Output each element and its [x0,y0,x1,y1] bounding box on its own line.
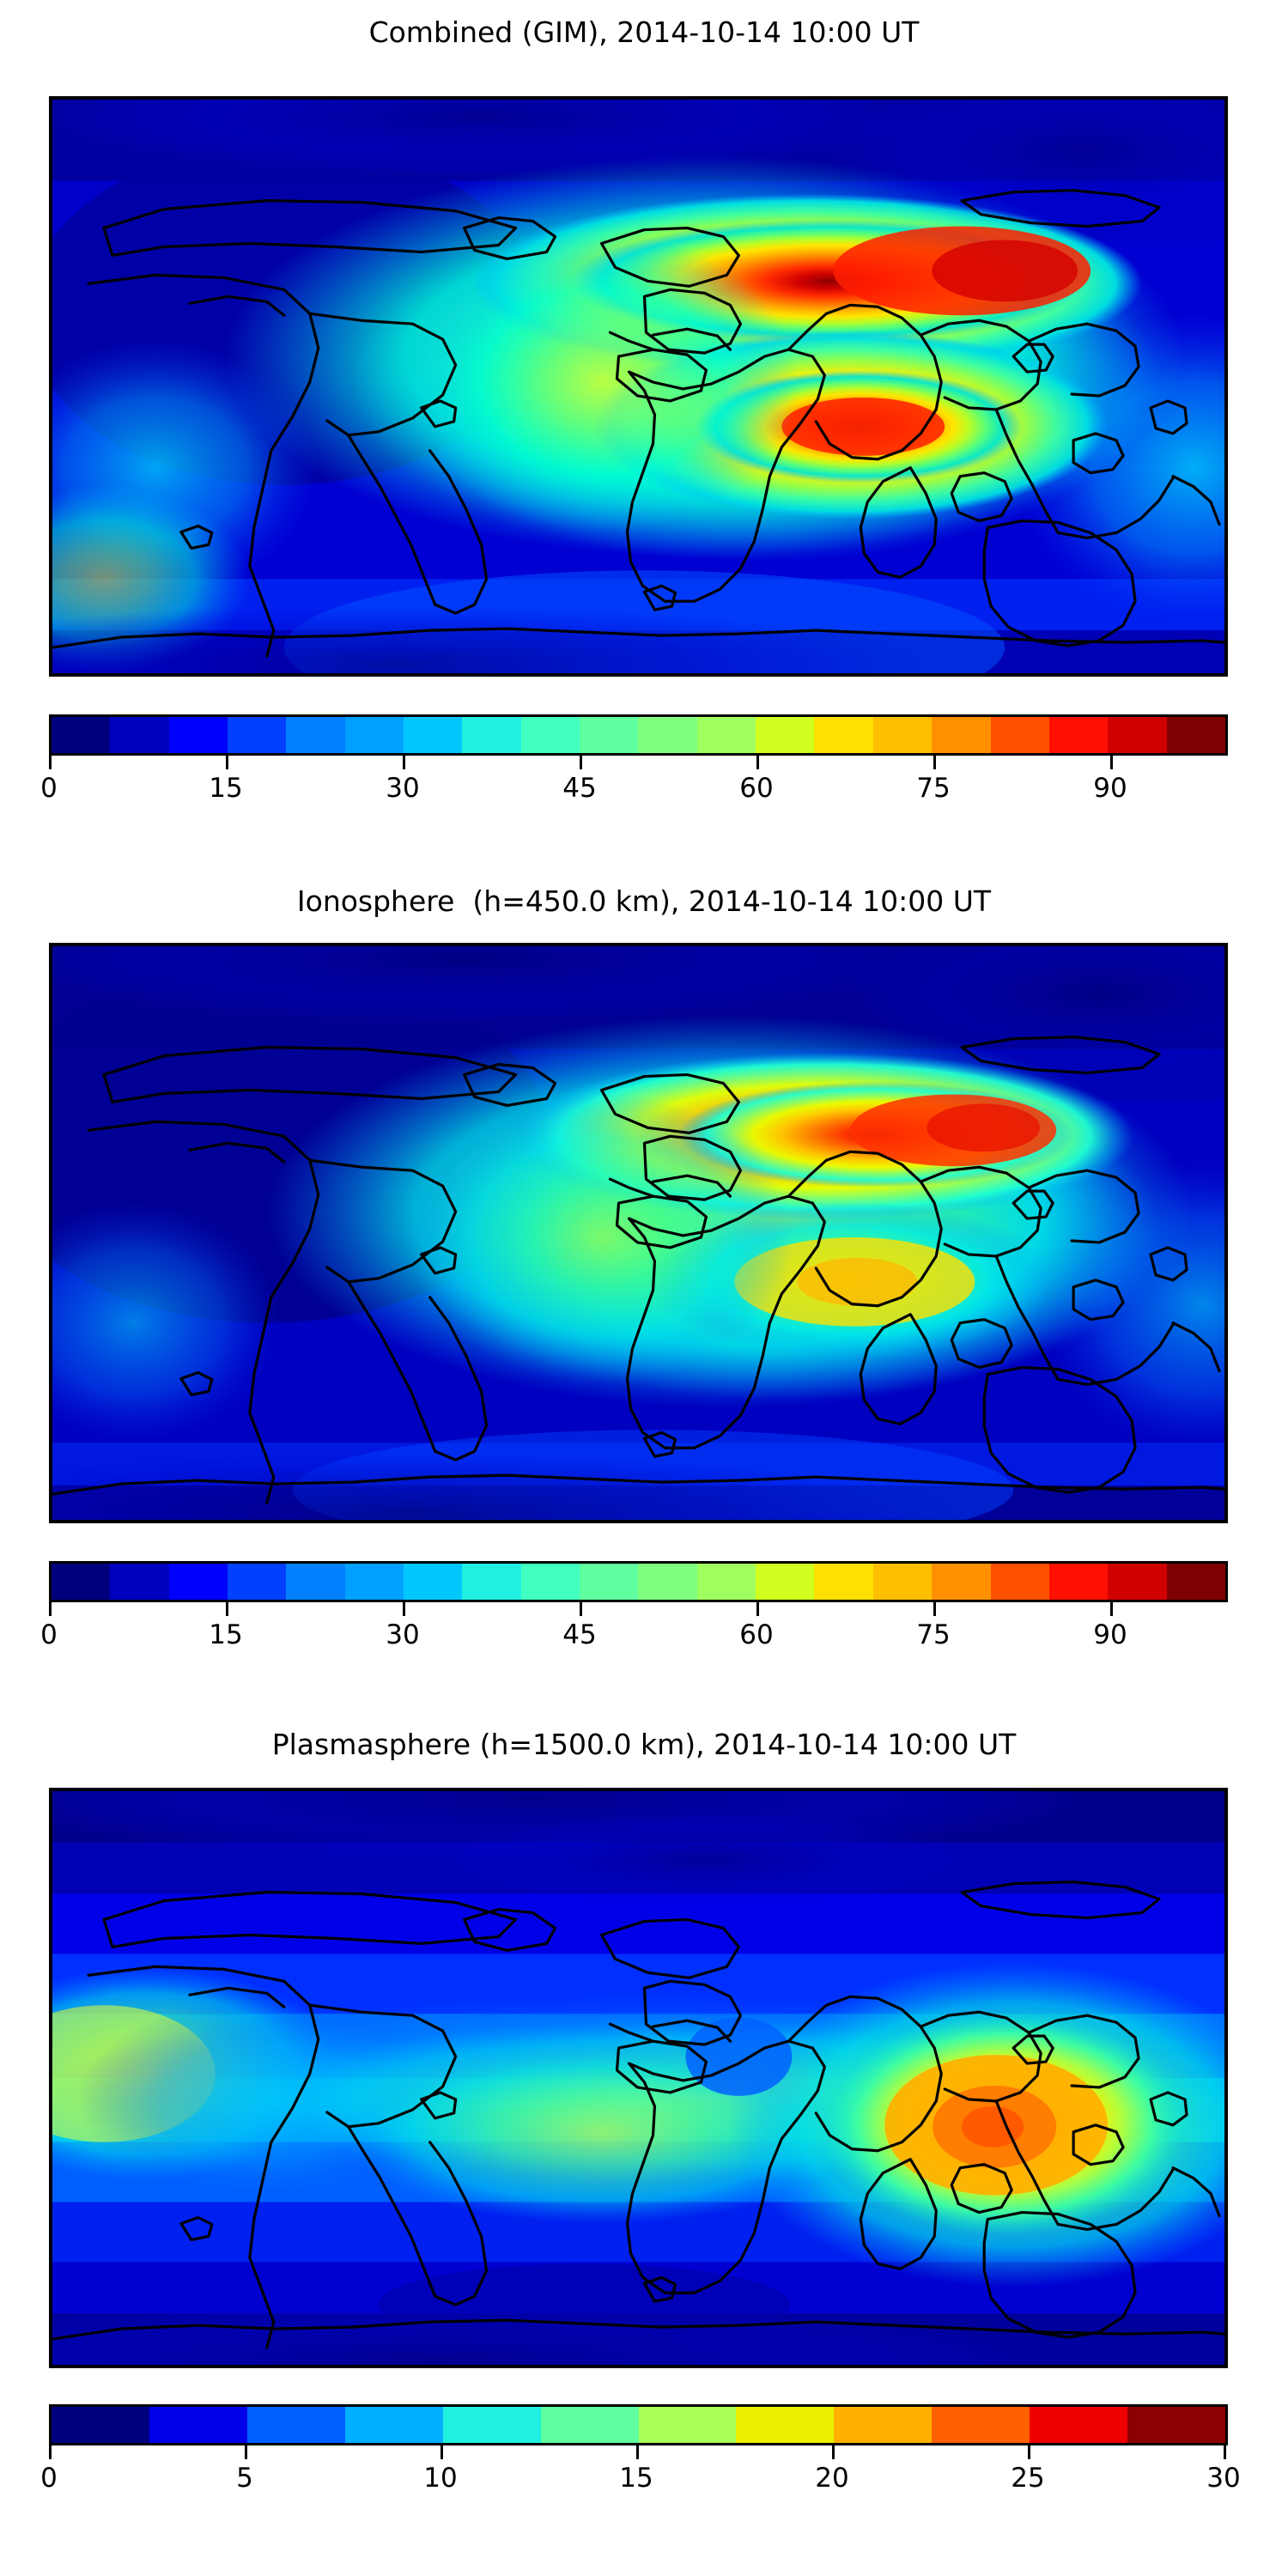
panel-title-ionosphere: Ionosphere (h=450.0 km), 2014-10-14 10:0… [296,884,992,918]
cb1-tick-75: 75 [916,773,951,804]
cb2-tick-0: 0 [40,1619,58,1650]
cb1-tick-30: 30 [386,773,420,804]
cb1-tick-45: 45 [562,773,597,804]
map-ionosphere[interactable] [49,943,1228,1523]
colorbar-ticks-ionosphere [49,1602,1228,1619]
cb1-tick-0: 0 [40,773,58,804]
cb2-tick-30: 30 [386,1619,420,1650]
cb3-tick-5: 5 [236,2463,253,2494]
cb1-tick-90: 90 [1093,773,1127,804]
colorbar-labels-ionosphere: 0 15 30 45 60 75 90 [0,1619,1288,1657]
map-svg-combined [52,100,1224,673]
cb3-tick-20: 20 [815,2463,849,2494]
colorbar-plasmasphere[interactable] [49,2404,1228,2445]
colorbar-labels-combined: 0 15 30 45 60 75 90 [0,773,1288,811]
map-combined-gim[interactable] [49,96,1228,677]
contour-field-combined [52,100,1224,673]
panel-title-combined: Combined (GIM), 2014-10-14 10:00 UT [368,15,920,49]
colorbar-combined[interactable] [49,714,1228,756]
panel-combined-gim: Combined (GIM), 2014-10-14 10:00 UT [0,0,1288,859]
cb3-tick-30: 30 [1206,2463,1241,2494]
cb2-tick-75: 75 [916,1619,951,1650]
map-svg-ionosphere [52,946,1224,1520]
cb3-tick-0: 0 [40,2463,58,2494]
panel-plasmasphere: Plasmasphere (h=1500.0 km), 2014-10-14 1… [0,1717,1288,2576]
colorbar-labels-plasmasphere: 0 5 10 15 20 25 30 [0,2463,1288,2500]
cb2-tick-90: 90 [1093,1619,1127,1650]
cb3-tick-25: 25 [1011,2463,1045,2494]
colorbar-ticks-combined [49,756,1228,773]
coastlines-combined [52,189,1224,658]
colorbar-ionosphere[interactable] [49,1561,1228,1602]
map-svg-plasmasphere [52,1791,1224,2365]
contour-field-ionosphere [52,946,1224,1520]
panel-ionosphere: Ionosphere (h=450.0 km), 2014-10-14 10:0… [0,859,1288,1717]
cb2-tick-45: 45 [562,1619,597,1650]
cb2-tick-60: 60 [739,1619,774,1650]
map-plasmasphere[interactable] [49,1788,1228,2368]
coastlines-plasmasphere [52,1880,1224,2349]
panel-title-plasmasphere: Plasmasphere (h=1500.0 km), 2014-10-14 1… [271,1728,1017,1761]
contour-field-plasmasphere [52,1791,1224,2365]
cb1-tick-60: 60 [739,773,774,804]
cb3-tick-10: 10 [423,2463,458,2494]
cb1-tick-15: 15 [209,773,243,804]
colorbar-ticks-plasmasphere [49,2445,1228,2463]
coastlines-ionosphere [52,1036,1224,1504]
cb3-tick-15: 15 [619,2463,653,2494]
cb2-tick-15: 15 [209,1619,243,1650]
